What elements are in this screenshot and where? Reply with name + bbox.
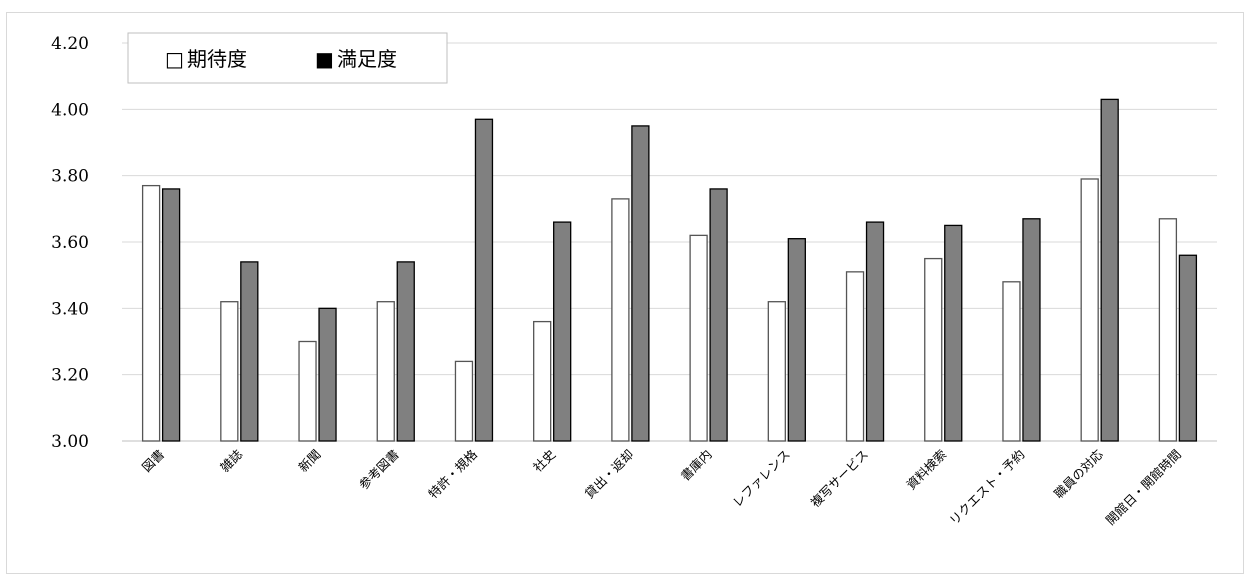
x-category-label: 参考図書 — [356, 447, 402, 493]
bar-satisfaction — [240, 261, 259, 442]
bar-satisfaction — [787, 238, 806, 442]
legend-symbol-open-square: □ — [165, 47, 184, 71]
bar-satisfaction — [1100, 98, 1119, 442]
bar-satisfaction — [1178, 254, 1198, 442]
x-category-label: 社史 — [530, 446, 559, 475]
bar-expectation — [454, 360, 474, 442]
legend: □ 期待度 ■ 満足度 — [127, 32, 448, 84]
bar-expectation — [845, 271, 865, 442]
bar-satisfaction — [865, 221, 885, 442]
bar-expectation — [220, 301, 239, 442]
legend-label: 満足度 — [337, 47, 397, 71]
bar-expectation — [924, 257, 943, 442]
bar-satisfaction — [709, 188, 728, 442]
bar-expectation — [1002, 281, 1021, 442]
bar-expectation — [689, 234, 708, 442]
bar-expectation — [767, 301, 786, 442]
bar-expectation — [1158, 218, 1178, 442]
bar-expectation — [376, 301, 395, 442]
x-category-label: 図書 — [139, 447, 167, 475]
x-category-label: 開館日・開館時間 — [1103, 447, 1184, 528]
x-category-label: 職員の対応 — [1051, 446, 1106, 501]
y-tick-label: 3.60 — [51, 233, 89, 253]
y-axis-tick-labels: 3.00 3.20 3.40 3.60 3.80 4.00 4.20 — [51, 34, 89, 452]
chart-frame: 3.00 3.20 3.40 3.60 3.80 4.00 4.20 図書 雑誌 新聞 参考図書特… — [6, 12, 1244, 574]
bar-satisfaction — [944, 224, 963, 442]
bar-satisfaction — [631, 125, 650, 442]
legend-label: 期待度 — [187, 47, 247, 71]
y-tick-label: 4.00 — [51, 100, 89, 120]
bar-satisfaction — [161, 188, 181, 442]
bar-expectation — [141, 184, 161, 442]
bar-satisfaction — [396, 261, 415, 442]
bar-chart: 3.00 3.20 3.40 3.60 3.80 4.00 4.20 図書 雑誌 新聞 参考図書特… — [51, 32, 1217, 528]
gridlines — [122, 42, 1217, 442]
x-category-label: 資料検索 — [903, 447, 949, 493]
bar-expectation — [611, 198, 630, 442]
y-tick-label: 4.20 — [51, 34, 89, 54]
x-axis-category-labels: 図書 雑誌 新聞 参考図書 特許・規格 社史 貸出・返却 書庫内 レファレンス 複写サービス 資料検… — [139, 446, 1184, 528]
bars — [141, 98, 1198, 442]
y-tick-label: 3.80 — [51, 167, 89, 187]
bar-satisfaction — [553, 221, 572, 442]
bar-expectation — [533, 320, 552, 442]
legend-box — [127, 32, 448, 84]
y-tick-label: 3.00 — [51, 432, 89, 452]
bar-expectation — [298, 340, 317, 442]
legend-symbol-filled-square: ■ — [315, 47, 334, 71]
x-category-label: レファレンス — [729, 447, 792, 510]
x-category-label: 複写サービス — [808, 447, 872, 511]
y-tick-label: 3.20 — [51, 366, 89, 386]
bar-expectation — [1080, 178, 1099, 442]
x-category-label: 新聞 — [295, 447, 323, 475]
x-category-label: 書庫内 — [678, 447, 715, 484]
bar-satisfaction — [474, 118, 494, 442]
x-category-label: 特許・規格 — [425, 446, 480, 501]
y-tick-label: 3.40 — [51, 299, 89, 319]
bar-satisfaction — [318, 307, 337, 442]
x-category-label: リクエスト・予約 — [946, 447, 1027, 528]
x-category-label: 貸出・返却 — [582, 447, 637, 502]
x-category-label: 雑誌 — [217, 446, 246, 475]
bar-satisfaction — [1022, 218, 1041, 442]
